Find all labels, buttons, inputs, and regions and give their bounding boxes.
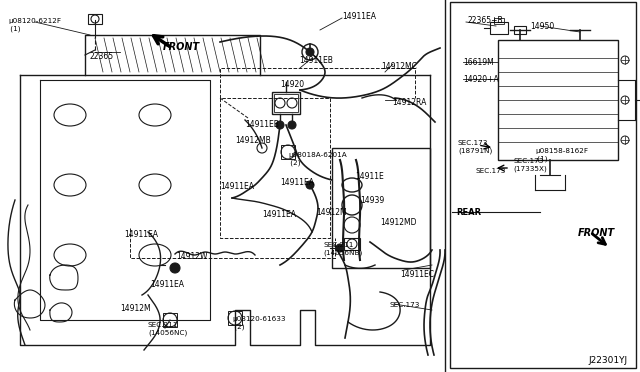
Text: REAR: REAR xyxy=(456,208,481,217)
Bar xyxy=(332,148,430,268)
Text: 14911EC: 14911EC xyxy=(400,270,434,279)
Text: FRONT: FRONT xyxy=(578,228,615,238)
Text: 14912MC: 14912MC xyxy=(381,62,417,71)
Bar xyxy=(450,2,636,368)
Circle shape xyxy=(306,181,314,189)
Text: 14950: 14950 xyxy=(530,22,554,31)
Text: 14920+A: 14920+A xyxy=(463,75,499,84)
Text: 14911EA: 14911EA xyxy=(220,182,254,191)
Text: SEC.173
(17335X): SEC.173 (17335X) xyxy=(513,158,547,171)
Bar xyxy=(274,94,298,112)
Text: 14912W: 14912W xyxy=(176,252,207,261)
Text: SEC.173: SEC.173 xyxy=(390,302,420,308)
Text: SEC.211
(14056NB): SEC.211 (14056NB) xyxy=(323,242,362,256)
Text: 14911E: 14911E xyxy=(355,172,384,181)
Bar xyxy=(281,145,295,159)
Text: 14911EB: 14911EB xyxy=(245,120,279,129)
Text: 14911EA: 14911EA xyxy=(342,12,376,21)
Text: 14911EA: 14911EA xyxy=(280,178,314,187)
Circle shape xyxy=(276,121,284,129)
Text: J22301YJ: J22301YJ xyxy=(588,356,627,365)
Text: 22365+B: 22365+B xyxy=(468,16,504,25)
Text: 14939: 14939 xyxy=(360,196,384,205)
Text: µ08158-8162F
 (1): µ08158-8162F (1) xyxy=(535,148,588,161)
Text: SEC.211
(14056NC): SEC.211 (14056NC) xyxy=(148,322,188,336)
Text: FRONT: FRONT xyxy=(163,42,200,52)
Circle shape xyxy=(306,48,314,56)
Bar xyxy=(494,18,504,24)
Bar xyxy=(344,238,360,250)
Text: 14912M: 14912M xyxy=(120,304,150,313)
Text: µ08018A-6201A
 (2): µ08018A-6201A (2) xyxy=(288,152,347,166)
Bar xyxy=(498,40,618,160)
Circle shape xyxy=(288,121,296,129)
Text: 14912MB: 14912MB xyxy=(235,136,271,145)
Bar xyxy=(88,14,102,24)
Text: 14912MD: 14912MD xyxy=(380,218,417,227)
Text: 14920: 14920 xyxy=(280,80,304,89)
Text: SEC.173
(18791N): SEC.173 (18791N) xyxy=(458,140,492,154)
Bar xyxy=(163,313,177,327)
Bar xyxy=(272,92,300,114)
Text: 14911EA: 14911EA xyxy=(124,230,158,239)
Bar xyxy=(490,22,508,34)
Text: 14912RA: 14912RA xyxy=(392,98,426,107)
Bar xyxy=(514,26,526,34)
Text: 14912M: 14912M xyxy=(316,208,347,217)
Text: 14911EA: 14911EA xyxy=(262,210,296,219)
Text: SEC.173: SEC.173 xyxy=(476,168,506,174)
Circle shape xyxy=(336,244,344,252)
Text: 14911EA: 14911EA xyxy=(150,280,184,289)
Text: 16619M: 16619M xyxy=(463,58,493,67)
Circle shape xyxy=(170,263,180,273)
Text: 14911EB: 14911EB xyxy=(299,56,333,65)
Text: µ08120-6212F
 (1): µ08120-6212F (1) xyxy=(8,18,61,32)
Text: µ08120-61633
 (2): µ08120-61633 (2) xyxy=(232,316,285,330)
Bar xyxy=(228,311,242,325)
Text: 22365: 22365 xyxy=(90,52,114,61)
